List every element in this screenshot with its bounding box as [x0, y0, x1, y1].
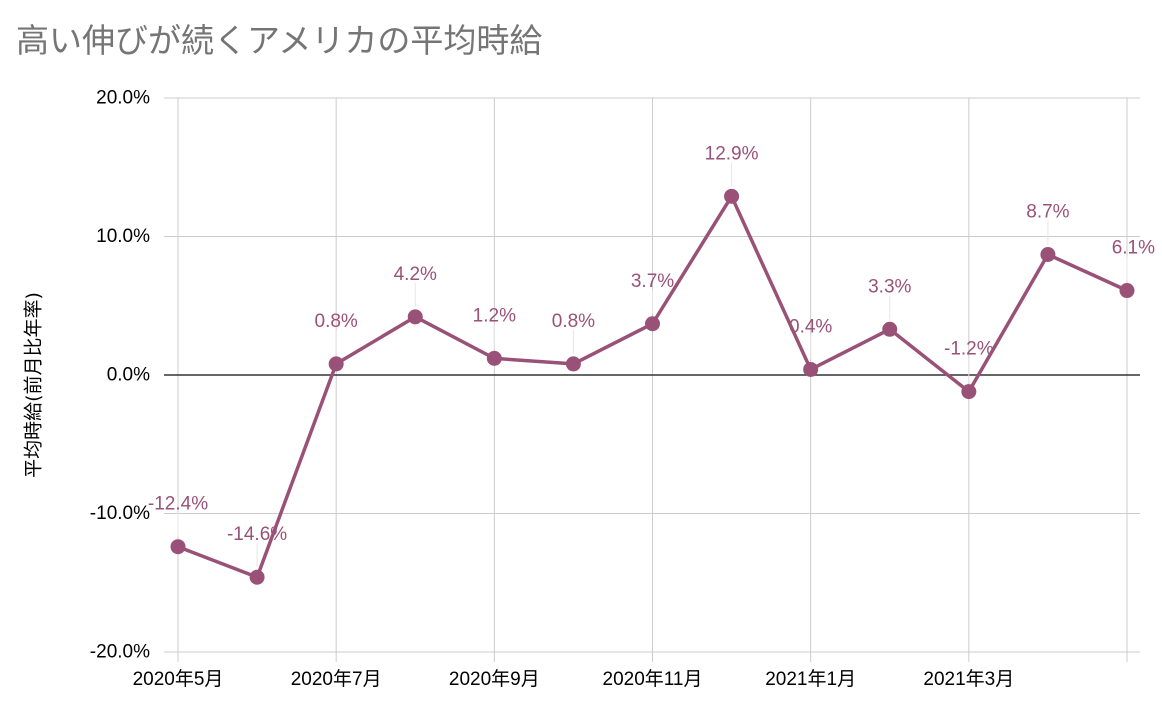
data-label: 3.7% — [631, 271, 674, 292]
y-axis-title: 平均時給(前月比年率) — [23, 292, 45, 478]
x-tick-label: 2021年1月 — [765, 668, 856, 690]
data-label: 0.8% — [315, 311, 358, 332]
data-point — [1119, 283, 1135, 299]
data-label: -12.4% — [148, 494, 208, 515]
y-tick-label: -10.0% — [90, 503, 150, 524]
data-point — [803, 361, 819, 377]
data-point — [882, 321, 898, 337]
data-point — [1040, 247, 1056, 263]
data-point — [961, 384, 977, 400]
data-labels: -12.4% -14.6% 0.8% 4.2% 1.2% 0.8% 3.7% 12.9% 0.4… — [148, 143, 1155, 568]
y-tick-label: 0.0% — [107, 365, 150, 386]
x-tick-label: 2020年9月 — [449, 668, 540, 690]
data-point — [249, 569, 265, 585]
data-label: 6.1% — [1112, 238, 1155, 259]
data-points — [170, 188, 1135, 585]
data-label: 0.4% — [789, 316, 832, 337]
data-label: 1.2% — [473, 305, 516, 326]
data-point — [486, 350, 502, 366]
chart-title: 高い伸びが続くアメリカの平均時給 — [16, 21, 543, 60]
data-point — [328, 356, 344, 372]
data-label: -14.6% — [227, 524, 287, 545]
axes: 20.0% 10.0% 0.0% -10.0% -20.0% 2020年5月 2020年7月… — [90, 88, 1140, 690]
x-tick-label: 2021年3月 — [923, 668, 1014, 690]
data-point — [565, 356, 581, 372]
y-tick-label: 20.0% — [96, 88, 150, 109]
y-tick-label: 10.0% — [96, 226, 150, 247]
x-tick-label: 2020年5月 — [133, 668, 224, 690]
grid-lines — [164, 97, 1140, 662]
data-point — [407, 309, 423, 325]
data-label: 0.8% — [552, 311, 595, 332]
x-tick-label: 2020年7月 — [291, 668, 382, 690]
data-point — [724, 188, 740, 204]
data-point — [645, 316, 660, 332]
x-tick-label: 2020年11月 — [603, 668, 703, 690]
data-point — [170, 539, 186, 555]
data-label: 4.2% — [394, 264, 437, 285]
data-label: -1.2% — [944, 339, 994, 360]
data-label: 3.3% — [868, 276, 911, 297]
data-label: 8.7% — [1026, 202, 1069, 223]
y-tick-label: -20.0% — [90, 642, 150, 663]
data-label: 12.9% — [705, 143, 759, 164]
